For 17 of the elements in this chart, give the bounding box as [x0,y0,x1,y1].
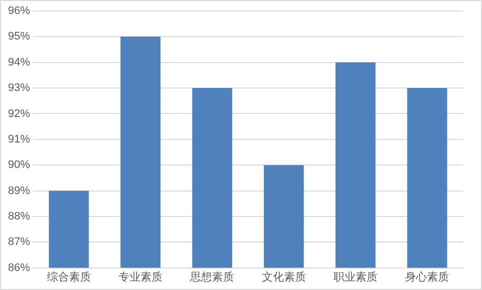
y-tick-label: 86% [8,262,30,274]
y-tick-label: 88% [8,210,30,222]
x-tick-label: 专业素质 [118,270,163,284]
y-tick-label: 90% [8,159,30,172]
y-tick-label: 91% [8,133,30,146]
x-tick-label: 综合素质 [46,270,91,284]
x-tick-label: 文化素质 [262,270,306,284]
y-tick-label: 89% [8,184,30,197]
x-tick-label: 身心素质 [405,270,450,284]
y-tick-label: 94% [8,56,30,68]
y-tick-label: 93% [8,82,30,94]
y-tick-label: 95% [8,30,30,43]
y-tick-label: 87% [8,236,30,248]
y-tick-label: 96% [8,5,30,18]
x-tick-label: 职业素质 [334,270,378,284]
y-tick-label: 92% [8,108,30,120]
x-tick-label: 思想素质 [189,270,234,284]
